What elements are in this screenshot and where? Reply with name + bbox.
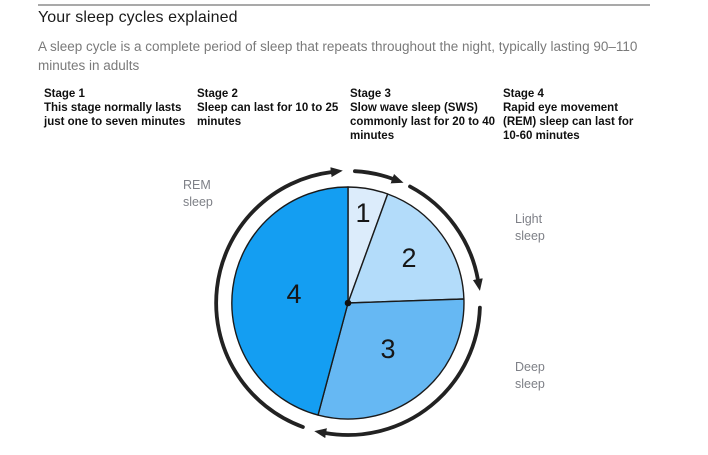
top-divider <box>38 4 650 6</box>
slice-label-1: 1 <box>355 198 370 228</box>
cycle-arrow-bottom-icon <box>314 305 482 439</box>
slice-label-3: 3 <box>380 334 395 364</box>
stage-4-text: Rapid eye movement (REM) sleep can last … <box>503 102 634 142</box>
pie-slice-stage-4 <box>231 186 349 416</box>
stage-2-column: Stage 2 Sleep can last for 10 to 25 minu… <box>197 87 343 143</box>
pie-slice-stage-2 <box>347 193 465 304</box>
figure-title: Your sleep cycles explained <box>38 9 238 26</box>
stage-4-column: Stage 4 Rapid eye movement (REM) sleep c… <box>503 87 649 143</box>
stage-1-heading: Stage 1 <box>44 88 85 100</box>
slice-label-4: 4 <box>286 279 301 309</box>
stage-1-column: Stage 1 This stage normally lasts just o… <box>44 87 190 143</box>
pie-center-dot <box>344 299 352 307</box>
cycle-arrow-top-icon <box>353 169 404 184</box>
figure-subtitle: A sleep cycle is a complete period of sl… <box>38 39 638 74</box>
stage-2-heading: Stage 2 <box>197 88 238 100</box>
stage-3-column: Stage 3 Slow wave sleep (SWS) commonly l… <box>350 87 496 143</box>
cycle-arrow-right-icon <box>408 184 483 291</box>
light-sleep-label: Light sleep <box>515 212 545 243</box>
stage-2-text: Sleep can last for 10 to 25 minutes <box>197 102 339 128</box>
stage-3-heading: Stage 3 <box>350 88 391 100</box>
stage-1-text: This stage normally lasts just one to se… <box>44 102 186 128</box>
rem-sleep-label: REM sleep <box>183 178 213 209</box>
cycle-arrows <box>214 167 483 439</box>
pie-slice-stage-3 <box>317 298 465 420</box>
stage-3-text: Slow wave sleep (SWS) commonly last for … <box>350 102 496 142</box>
cycle-arrow-left-icon <box>214 167 343 429</box>
pie-slices <box>231 186 465 420</box>
slice-label-2: 2 <box>401 243 416 273</box>
stage-descriptions: Stage 1 This stage normally lasts just o… <box>44 87 649 143</box>
stage-4-heading: Stage 4 <box>503 88 544 100</box>
deep-sleep-label: Deep sleep <box>515 360 545 391</box>
